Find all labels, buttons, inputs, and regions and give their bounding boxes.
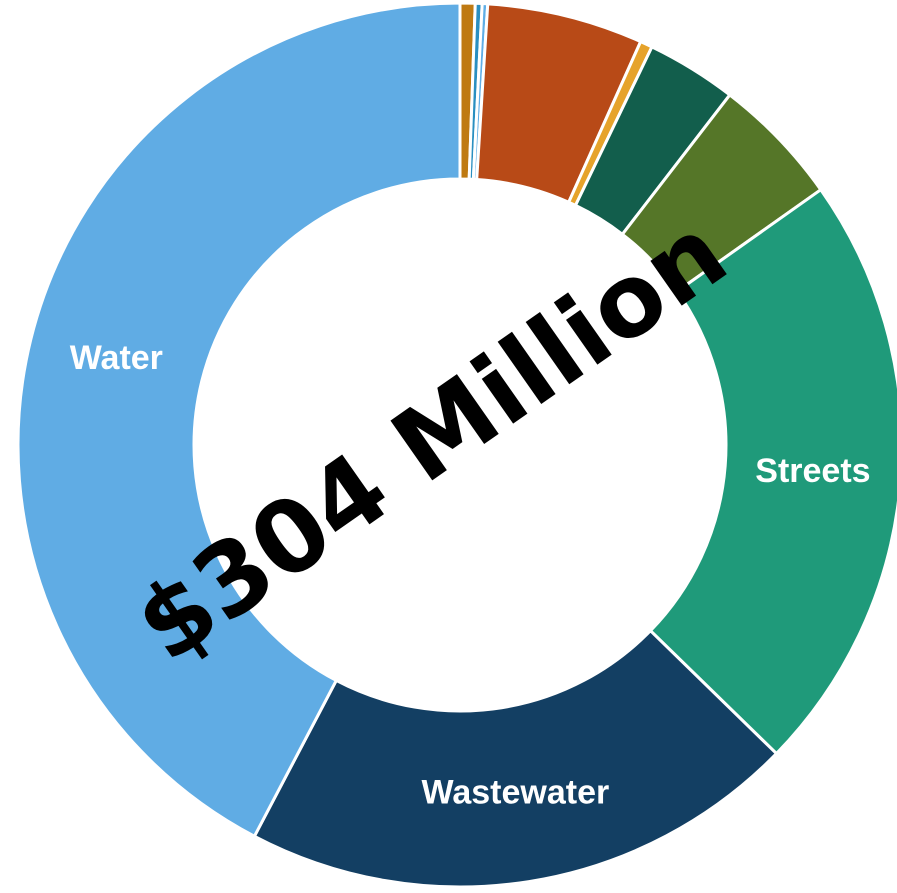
slice-label-water: Water <box>70 339 163 377</box>
slice-labels: Streets Wastewater Water <box>70 339 871 811</box>
donut-slices <box>16 1 897 889</box>
slice-label-wastewater: Wastewater <box>422 774 610 812</box>
slice-label-streets: Streets <box>755 452 870 490</box>
slice-water <box>16 1 462 839</box>
slice-streets <box>648 187 897 756</box>
slice-wastewater <box>252 628 779 889</box>
